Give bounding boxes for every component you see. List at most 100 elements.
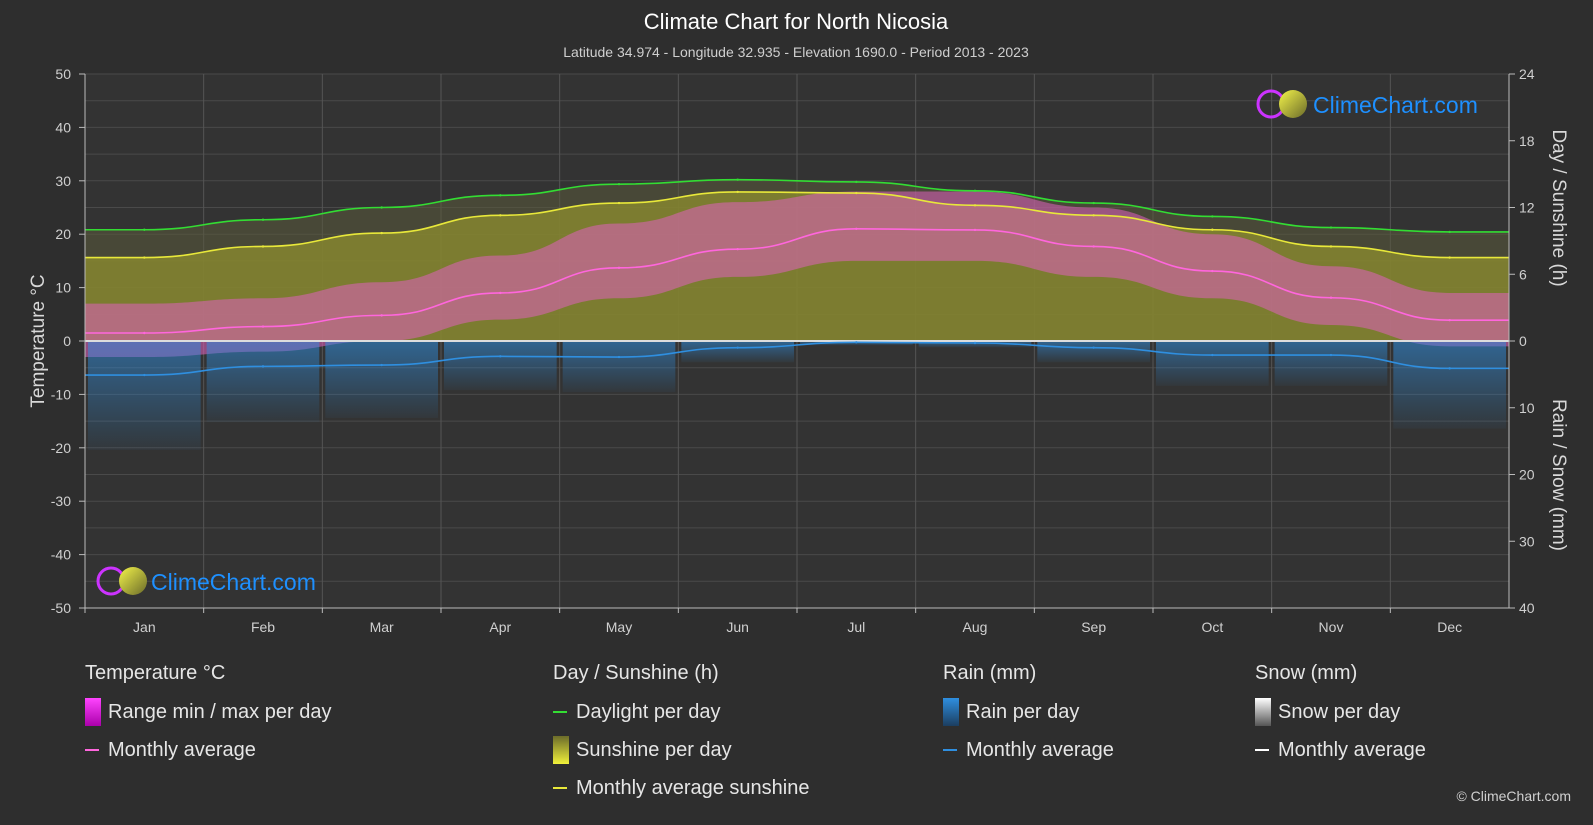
data-point bbox=[617, 182, 621, 186]
data-point bbox=[261, 325, 265, 328]
data-point bbox=[617, 201, 621, 205]
legend-label: Monthly average sunshine bbox=[576, 776, 810, 799]
data-point bbox=[736, 247, 739, 251]
temperature-range-area bbox=[85, 191, 1509, 358]
data-point bbox=[617, 266, 621, 270]
axes: 50 40 30 20 10 0 -10 -20 -30 -40 -50 24 18 12 6 0 10 20 30… bbox=[51, 66, 1535, 635]
legend-label: Sunshine per day bbox=[576, 738, 732, 761]
rain-bar bbox=[206, 341, 320, 423]
y-right-tick-label: 10 bbox=[1519, 400, 1535, 416]
y-axis-right-bottom-label: Rain / Snow (mm) bbox=[1548, 399, 1569, 551]
y-axis-left-label: Temperature °C bbox=[28, 274, 49, 407]
temperature-avg-swatch bbox=[85, 749, 99, 751]
data-point bbox=[1211, 228, 1214, 231]
data-point bbox=[143, 256, 146, 259]
y-right-tick-label: 0 bbox=[1519, 333, 1527, 349]
data-point bbox=[1092, 245, 1095, 248]
legend-title: Temperature °C bbox=[85, 662, 226, 684]
y-right-tick-label: 18 bbox=[1519, 133, 1535, 149]
y-axis-right-top-label: Day / Sunshine (h) bbox=[1548, 129, 1569, 286]
data-point bbox=[855, 191, 858, 195]
y-tick-label: -50 bbox=[51, 600, 71, 616]
legend-sunshine: Day / Sunshine (h) Daylight per day Suns… bbox=[553, 662, 809, 814]
temperature-avg-line bbox=[84, 228, 1509, 334]
legend-item: Monthly average sunshine bbox=[553, 776, 809, 800]
data-point bbox=[1329, 245, 1333, 248]
legend-item: Snow per day bbox=[1255, 698, 1426, 726]
x-tick-label: Mar bbox=[370, 619, 394, 635]
data-point bbox=[143, 331, 146, 335]
legend-label: Monthly average bbox=[108, 738, 256, 761]
x-tick-label: Nov bbox=[1319, 619, 1344, 635]
y-right-tick-label: 24 bbox=[1519, 66, 1535, 82]
legend-label: Rain per day bbox=[966, 700, 1080, 723]
data-point bbox=[380, 206, 383, 209]
data-point bbox=[1448, 318, 1451, 322]
rain-avg-line bbox=[84, 341, 1509, 376]
data-point bbox=[1211, 215, 1214, 218]
sunshine-avg-swatch bbox=[553, 787, 567, 789]
y-tick-label: -10 bbox=[51, 386, 71, 402]
data-point bbox=[736, 190, 739, 194]
legend-label: Monthly average bbox=[1278, 738, 1426, 761]
legend-title: Day / Sunshine (h) bbox=[553, 662, 719, 684]
y-right-tick-label: 12 bbox=[1519, 200, 1535, 216]
legend-label: Snow per day bbox=[1278, 700, 1401, 723]
data-point bbox=[736, 346, 739, 349]
legend-label: Monthly average bbox=[966, 738, 1114, 761]
data-point bbox=[1448, 256, 1451, 259]
logo-top: ClimeChart.com bbox=[1256, 89, 1478, 119]
y-tick-label: 0 bbox=[63, 333, 71, 349]
data-point bbox=[1448, 367, 1451, 370]
rain-bar bbox=[444, 341, 557, 391]
rain-bar bbox=[1156, 341, 1269, 386]
data-point bbox=[499, 214, 502, 217]
data-point bbox=[1211, 353, 1214, 357]
legend-item: Range min / max per day bbox=[85, 698, 331, 726]
legend-item: Monthly average bbox=[85, 738, 331, 762]
y-tick-label: 50 bbox=[55, 66, 71, 82]
y-tick-label: -20 bbox=[51, 440, 71, 456]
data-point bbox=[1092, 201, 1095, 205]
data-point bbox=[1211, 269, 1214, 273]
temperature-range-band bbox=[85, 191, 1509, 358]
data-point bbox=[855, 180, 858, 184]
data-point bbox=[380, 231, 383, 235]
logo-text: ClimeChart.com bbox=[1313, 92, 1478, 118]
y-right-tick-label: 40 bbox=[1519, 600, 1535, 616]
legend-label: Daylight per day bbox=[576, 700, 721, 723]
data-point bbox=[973, 189, 977, 193]
legend-rain: Rain (mm) Rain per day Monthly average bbox=[943, 662, 1114, 776]
data-point bbox=[855, 341, 858, 344]
data-point bbox=[261, 245, 265, 248]
x-tick-label: Apr bbox=[489, 619, 511, 635]
rain-bar bbox=[681, 341, 794, 363]
logo-text: ClimeChart.com bbox=[151, 569, 316, 595]
data-point bbox=[143, 373, 146, 377]
data-point bbox=[973, 228, 977, 232]
temperature-range-swatch bbox=[85, 698, 101, 726]
data-point bbox=[973, 204, 977, 207]
legend-title: Snow (mm) bbox=[1255, 662, 1358, 684]
legend-item: Rain per day bbox=[943, 698, 1114, 726]
data-point bbox=[1329, 296, 1333, 299]
data-point bbox=[380, 363, 383, 367]
y-right-tick-label: 30 bbox=[1519, 533, 1535, 549]
daylight-swatch bbox=[553, 711, 567, 713]
rain-bar bbox=[918, 341, 1032, 348]
legend-item: Daylight per day bbox=[553, 700, 809, 724]
sunshine-swatch bbox=[553, 736, 569, 764]
snow-swatch bbox=[1255, 698, 1271, 726]
legend-title: Rain (mm) bbox=[943, 662, 1037, 684]
rain-bar bbox=[1037, 341, 1150, 363]
rain-swatch bbox=[943, 698, 959, 726]
data-point bbox=[973, 341, 977, 345]
y-tick-label: 20 bbox=[55, 226, 71, 242]
data-point bbox=[617, 355, 621, 359]
rain-bar bbox=[1274, 341, 1388, 386]
y-tick-label: 30 bbox=[55, 173, 71, 189]
rain-bar bbox=[562, 341, 676, 393]
legend-temperature: Temperature °C Range min / max per day M… bbox=[85, 662, 331, 776]
data-point bbox=[499, 194, 502, 197]
